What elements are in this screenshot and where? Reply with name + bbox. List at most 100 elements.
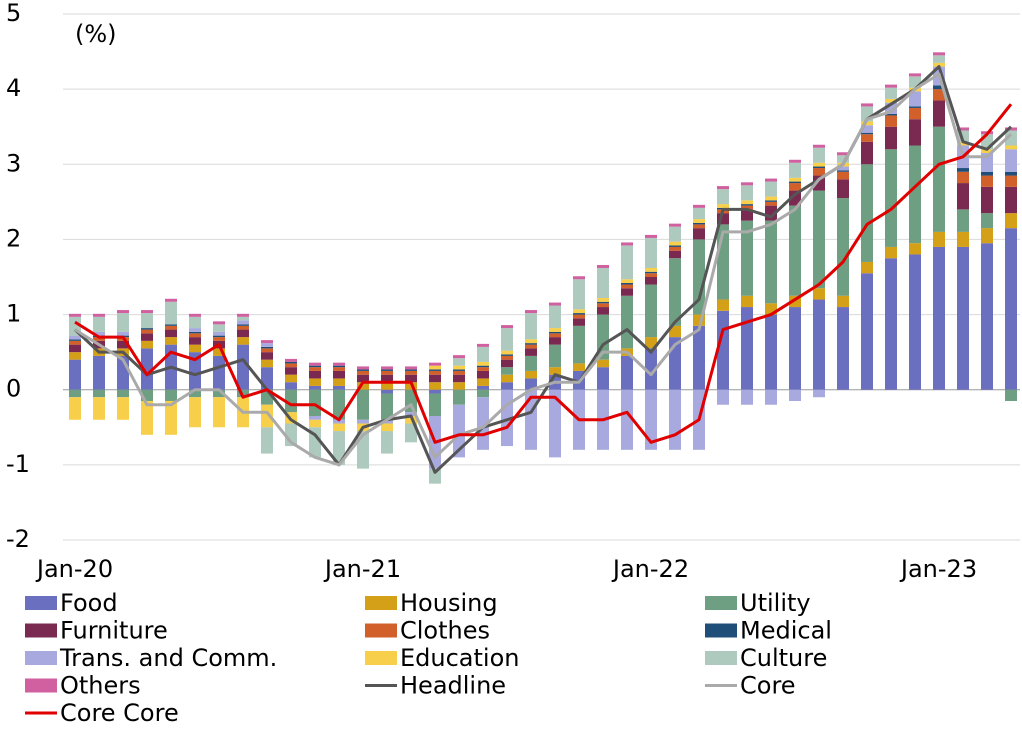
legend-swatch — [705, 623, 737, 638]
bar-segment — [789, 190, 801, 206]
bar-segment — [117, 389, 129, 398]
bar-segment — [813, 389, 825, 398]
bar-segment — [741, 220, 753, 296]
bar-segment — [645, 389, 657, 450]
bar-segment — [909, 243, 921, 255]
bar-segment — [237, 329, 249, 338]
bar-segment — [693, 204, 705, 208]
bar-segment — [525, 339, 537, 344]
bar-segment — [333, 365, 345, 368]
bar-segment — [861, 132, 873, 135]
bar-segment — [885, 84, 897, 88]
bar-segment — [525, 348, 537, 356]
bar-segment — [693, 314, 705, 326]
bar-segment — [693, 325, 705, 390]
x-tick-label: Jan-21 — [323, 555, 401, 583]
bar-segment — [1005, 389, 1017, 401]
bar-segment — [957, 171, 969, 184]
bar-segment — [501, 367, 513, 375]
bar-segment — [309, 365, 321, 368]
bar-segment — [453, 374, 465, 383]
bar-segment — [789, 159, 801, 163]
bar-segment — [717, 299, 729, 311]
bar-segment — [381, 393, 393, 420]
bar-segment — [165, 337, 177, 345]
bar-segment — [573, 279, 585, 310]
bar-segment — [189, 344, 201, 353]
bar-segment — [357, 366, 369, 370]
bar-segment — [525, 343, 537, 345]
bar-segment — [261, 427, 273, 454]
bar-segment — [669, 258, 681, 326]
bar-segment — [405, 366, 417, 370]
bar-segment — [477, 370, 489, 379]
bar-segment — [189, 352, 201, 390]
bar-segment — [381, 419, 393, 424]
bar-segment — [213, 389, 225, 398]
bar-segment — [621, 288, 633, 296]
bar-segment — [933, 52, 945, 56]
bar-segment — [189, 397, 201, 428]
bar-segment — [453, 389, 465, 405]
bar-segment — [285, 374, 297, 383]
bar-segment — [765, 303, 777, 315]
bar-segment — [813, 299, 825, 390]
bar-segment — [837, 295, 849, 308]
bar-segment — [93, 331, 105, 336]
bar-segment — [69, 352, 81, 360]
bar-segment — [285, 363, 297, 368]
legend-swatch — [705, 596, 737, 610]
legend-swatch — [25, 623, 57, 638]
bar-segment — [429, 370, 441, 375]
bar-segment — [597, 264, 609, 268]
bar-segment — [69, 339, 81, 341]
bar-segment — [573, 276, 585, 280]
bar-segment — [813, 147, 825, 163]
legend-swatch — [25, 678, 57, 693]
line — [74, 103, 1013, 444]
bar-segment — [69, 344, 81, 353]
bar-segment — [333, 370, 345, 379]
bar-segment — [285, 367, 297, 375]
bar-segment — [957, 183, 969, 210]
bar-segment — [909, 145, 921, 244]
bar-segment — [69, 313, 81, 317]
bar-segment — [141, 389, 153, 401]
bar-segment — [525, 355, 537, 371]
bar-segment — [981, 186, 993, 214]
bar-segment — [525, 370, 537, 379]
bar-segment — [909, 76, 921, 88]
bar-segment — [1005, 175, 1017, 187]
bar-segment — [237, 324, 249, 326]
bar-segment — [957, 209, 969, 232]
bar-segment — [309, 416, 321, 420]
bar-segment — [549, 333, 561, 338]
bar-segment — [237, 344, 249, 390]
bar-segment — [213, 397, 225, 428]
bar-segment — [141, 348, 153, 390]
bar-segment — [477, 389, 489, 398]
legend-label: Furniture — [60, 617, 168, 645]
bar-segment — [237, 389, 249, 398]
bar-segment — [453, 404, 465, 458]
bar-segment — [525, 310, 537, 314]
bar-segment — [957, 130, 969, 142]
bar-segment — [621, 284, 633, 289]
bar-segment — [573, 363, 585, 371]
legend-label: Core Core — [60, 699, 179, 727]
bar-segment — [261, 343, 273, 347]
bar-segment — [357, 369, 369, 371]
bar-segment — [573, 325, 585, 364]
bar-segment — [837, 171, 849, 180]
bar-segment — [837, 179, 849, 199]
bar-segment — [909, 254, 921, 390]
bar-segment — [741, 205, 753, 210]
bar-segment — [381, 370, 393, 375]
line — [74, 72, 1013, 467]
bar-segment — [789, 205, 801, 296]
bar-segment — [573, 309, 585, 314]
bar-segment — [237, 325, 249, 330]
bar-segment — [669, 223, 681, 227]
bar-segment — [669, 389, 681, 450]
